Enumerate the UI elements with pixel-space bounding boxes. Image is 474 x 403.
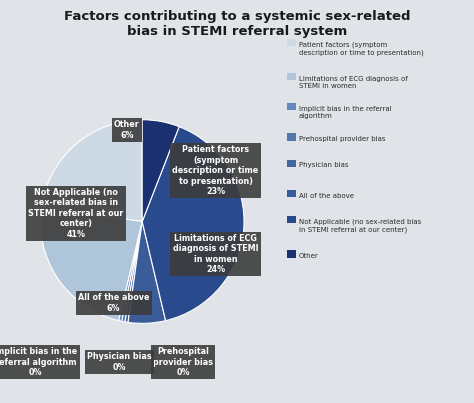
Text: Implicit bias in the referral
algorithm: Implicit bias in the referral algorithm <box>299 106 391 119</box>
Wedge shape <box>128 222 165 323</box>
Wedge shape <box>125 222 142 322</box>
Text: Other
6%: Other 6% <box>114 120 140 139</box>
Text: Factors contributing to a systemic sex-related
bias in STEMI referral system: Factors contributing to a systemic sex-r… <box>64 10 410 38</box>
Wedge shape <box>142 127 244 321</box>
Text: Other: Other <box>299 253 319 259</box>
Text: Limitations of ECG diagnosis of
STEMI in women: Limitations of ECG diagnosis of STEMI in… <box>299 76 407 89</box>
Text: All of the above
6%: All of the above 6% <box>78 293 149 313</box>
Text: Physician bias
0%: Physician bias 0% <box>88 352 152 372</box>
Text: Not Applicable (no sex-related bias
in STEMI referral at our center): Not Applicable (no sex-related bias in S… <box>299 219 421 233</box>
Wedge shape <box>119 222 142 321</box>
Text: Prehospital provider bias: Prehospital provider bias <box>299 136 385 142</box>
Wedge shape <box>42 120 142 222</box>
Wedge shape <box>142 120 179 222</box>
Text: Limitations of ECG
diagnosis of STEMI
in women
24%: Limitations of ECG diagnosis of STEMI in… <box>173 234 258 274</box>
Text: Implicit bias in the
referral algorithm
0%: Implicit bias in the referral algorithm … <box>0 347 77 377</box>
Text: Patient factors
(symptom
description or time
to presentation)
23%: Patient factors (symptom description or … <box>173 145 259 196</box>
Text: Prehospital
provider bias
0%: Prehospital provider bias 0% <box>153 347 213 377</box>
Text: Patient factors (symptom
description or time to presentation): Patient factors (symptom description or … <box>299 42 423 56</box>
Text: Physician bias: Physician bias <box>299 162 348 168</box>
Wedge shape <box>40 207 142 321</box>
Text: Not Applicable (no
sex-related bias in
STEMI referral at our
center)
41%: Not Applicable (no sex-related bias in S… <box>28 188 124 239</box>
Text: All of the above: All of the above <box>299 193 354 199</box>
Wedge shape <box>122 222 142 322</box>
